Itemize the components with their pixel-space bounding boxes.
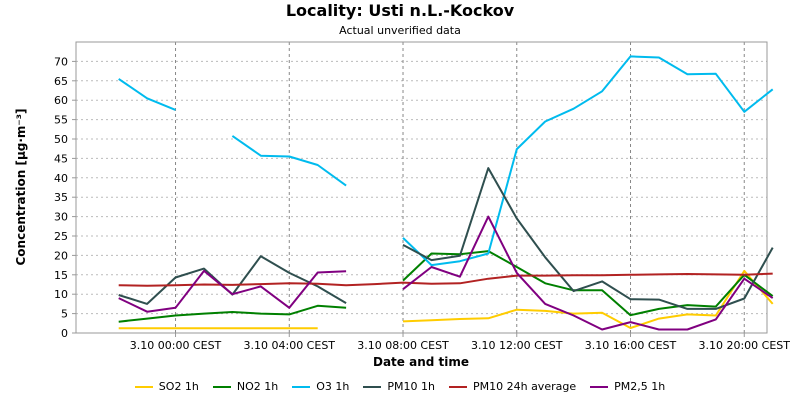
legend-item: PM10 1h [363, 380, 435, 393]
series-line [231, 135, 347, 187]
series-line [118, 272, 773, 287]
series-line [118, 78, 176, 111]
series-layer [118, 55, 774, 331]
legend-swatch [212, 385, 231, 388]
y-tick-label: 10 [54, 288, 68, 301]
legend-swatch [448, 385, 467, 388]
legend-swatch [363, 385, 382, 388]
x-tick-label: 3.10 20:00 CEST [698, 339, 790, 352]
y-axis-label: Concentration [µg·m⁻³] [14, 109, 28, 266]
y-tick-label: 40 [54, 172, 68, 185]
legend-swatch [590, 385, 609, 388]
x-tick-label: 3.10 08:00 CEST [357, 339, 449, 352]
y-tick-label: 35 [54, 191, 68, 204]
series-line [118, 269, 347, 313]
series-line [118, 304, 347, 323]
legend-swatch [134, 385, 153, 388]
y-tick-label: 45 [54, 152, 68, 165]
series-line [402, 167, 774, 310]
legend-label: PM10 1h [387, 380, 435, 393]
x-tick-label: 3.10 00:00 CEST [130, 339, 222, 352]
series-line [402, 55, 774, 267]
legend-label: NO2 1h [236, 380, 279, 393]
series-line [402, 215, 774, 331]
grid-layer [76, 42, 767, 333]
legend-swatch [292, 385, 311, 388]
y-tick-label: 20 [54, 249, 68, 262]
legend-item: SO2 1h [134, 380, 199, 393]
chart-subtitle: Actual unverified data [339, 24, 461, 37]
y-tick-label: 50 [54, 133, 68, 146]
legend-label: PM2,5 1h [614, 380, 666, 393]
chart-legend: SO2 1h NO2 1h O3 1h PM10 1h PM10 24h average… [0, 380, 800, 393]
y-tick-label: 5 [61, 308, 68, 321]
legend-item: O3 1h [292, 380, 349, 393]
legend-item: NO2 1h [212, 380, 279, 393]
legend-label: PM10 24h average [472, 380, 577, 393]
series-line [402, 250, 774, 317]
y-tick-label: 25 [54, 230, 68, 243]
plot-frame [75, 41, 768, 334]
legend-item: PM10 24h average [448, 380, 577, 393]
y-tick-label: 30 [54, 211, 68, 224]
y-tick-label: 70 [54, 55, 68, 68]
y-tick-label: 15 [54, 269, 68, 282]
x-tick-label: 3.10 16:00 CEST [585, 339, 677, 352]
y-tick-label: 0 [61, 327, 68, 340]
chart-title: Locality: Usti n.L.-Kockov [285, 1, 515, 20]
y-tick-label: 60 [54, 94, 68, 107]
y-tick-label: 55 [54, 114, 68, 127]
x-axis-label: Date and time [373, 355, 469, 369]
series-line [402, 269, 774, 329]
y-tick-label: 65 [54, 75, 68, 88]
axis-layer: 0 5 10 15 20 25 30 35 40 45 50 55 60 65 70 3.10 00:00 C… [54, 55, 790, 352]
legend-item: PM2,5 1h [590, 380, 665, 393]
x-tick-label: 3.10 04:00 CEST [244, 339, 336, 352]
legend-label: SO2 1h [158, 380, 199, 393]
legend-label: O3 1h [316, 380, 350, 393]
x-tick-label: 3.10 12:00 CEST [471, 339, 563, 352]
